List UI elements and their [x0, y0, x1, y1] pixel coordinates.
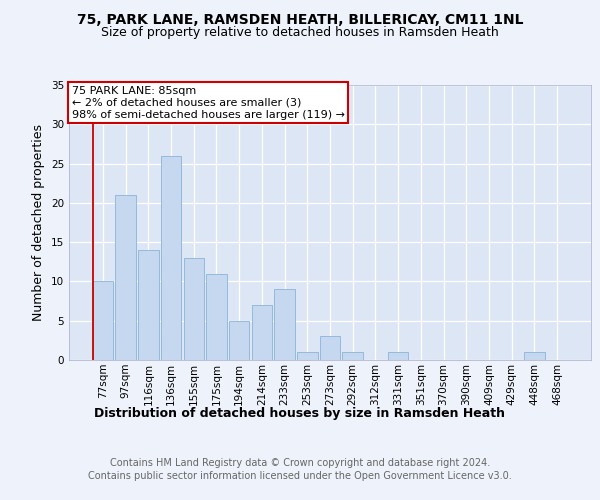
Bar — [161, 156, 181, 360]
Bar — [343, 352, 363, 360]
Bar — [184, 258, 204, 360]
Text: Size of property relative to detached houses in Ramsden Heath: Size of property relative to detached ho… — [101, 26, 499, 39]
Bar — [251, 305, 272, 360]
Bar — [524, 352, 545, 360]
Text: 75 PARK LANE: 85sqm
← 2% of detached houses are smaller (3)
98% of semi-detached: 75 PARK LANE: 85sqm ← 2% of detached hou… — [71, 86, 344, 120]
Bar — [229, 320, 250, 360]
Bar — [320, 336, 340, 360]
Bar — [115, 195, 136, 360]
Text: Distribution of detached houses by size in Ramsden Heath: Distribution of detached houses by size … — [95, 408, 505, 420]
Bar — [138, 250, 158, 360]
Text: 75, PARK LANE, RAMSDEN HEATH, BILLERICAY, CM11 1NL: 75, PARK LANE, RAMSDEN HEATH, BILLERICAY… — [77, 12, 523, 26]
Bar — [297, 352, 317, 360]
Y-axis label: Number of detached properties: Number of detached properties — [32, 124, 46, 321]
Bar — [274, 290, 295, 360]
Bar — [388, 352, 409, 360]
Bar — [93, 282, 113, 360]
Bar — [206, 274, 227, 360]
Text: Contains HM Land Registry data © Crown copyright and database right 2024.
Contai: Contains HM Land Registry data © Crown c… — [88, 458, 512, 480]
